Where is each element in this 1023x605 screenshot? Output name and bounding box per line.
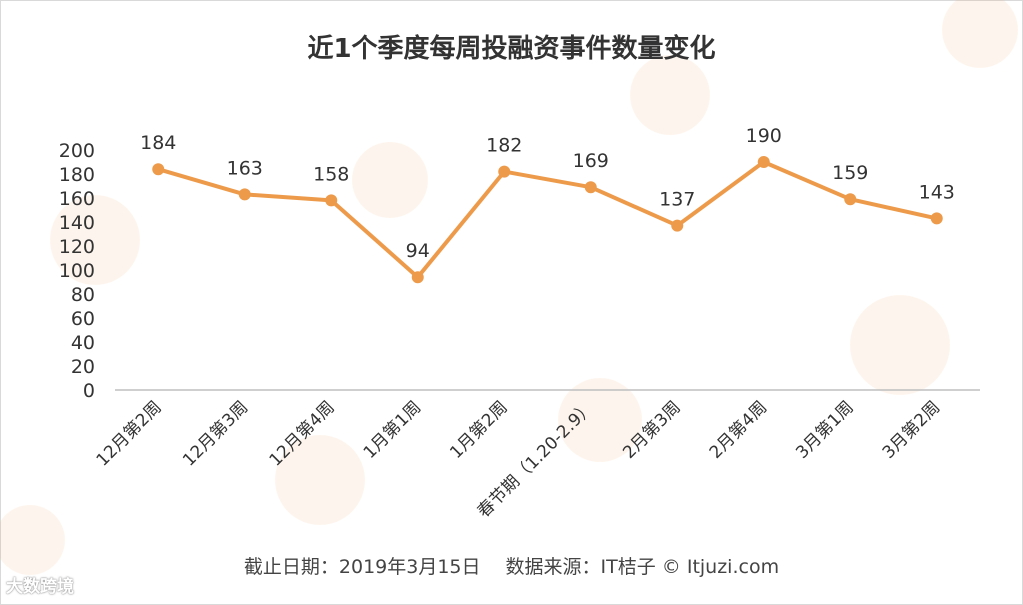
y-tick-label: 200	[59, 140, 95, 162]
chart-title: 近1个季度每周投融资事件数量变化	[307, 34, 716, 64]
data-label: 159	[832, 162, 868, 184]
data-label: 182	[486, 135, 522, 157]
y-tick-label: 20	[71, 356, 95, 378]
data-label: 190	[746, 125, 782, 147]
data-label: 184	[140, 132, 176, 154]
data-point	[238, 188, 251, 201]
x-tick-label: 2月第3周	[619, 397, 685, 463]
x-tick-label: 12月第3周	[179, 397, 252, 470]
y-tick-label: 80	[71, 284, 95, 306]
data-point	[757, 156, 770, 168]
y-tick-label: 180	[59, 164, 95, 186]
x-tick-label: 2月第4周	[706, 397, 772, 463]
series-line	[157, 160, 938, 280]
x-tick-label: 1月第2周	[446, 397, 512, 463]
footer-source: 截止日期：2019年3月15日 数据来源：IT桔子 © Itjuzi.com	[243, 556, 780, 578]
x-tick-label: 3月第2周	[879, 397, 945, 463]
x-tick-label: 12月第4周	[266, 397, 339, 470]
data-label: 163	[227, 157, 263, 179]
x-tick-label: 1月第1周	[360, 397, 426, 463]
data-point	[325, 194, 338, 207]
data-point	[930, 212, 943, 225]
data-point	[584, 181, 597, 194]
data-label: 137	[659, 189, 695, 211]
x-tick-label: 3月第1周	[792, 397, 858, 463]
y-tick-label: 0	[83, 380, 95, 402]
x-tick-label: 12月第2周	[93, 397, 166, 470]
y-tick-label: 140	[59, 212, 95, 234]
data-label: 94	[406, 240, 430, 262]
data-point	[844, 193, 857, 206]
y-tick-label: 100	[59, 260, 95, 282]
y-tick-label: 60	[71, 308, 95, 330]
y-tick-label: 40	[71, 332, 95, 354]
y-tick-label: 160	[59, 188, 95, 210]
data-label: 143	[919, 181, 955, 203]
data-point	[411, 271, 424, 284]
y-tick-label: 120	[59, 236, 95, 258]
data-label: 169	[573, 150, 609, 172]
data-label: 158	[313, 163, 349, 185]
data-point	[498, 165, 511, 178]
data-point	[671, 219, 684, 232]
data-point	[152, 163, 165, 176]
corner-logo: 大数跨境	[6, 577, 74, 597]
